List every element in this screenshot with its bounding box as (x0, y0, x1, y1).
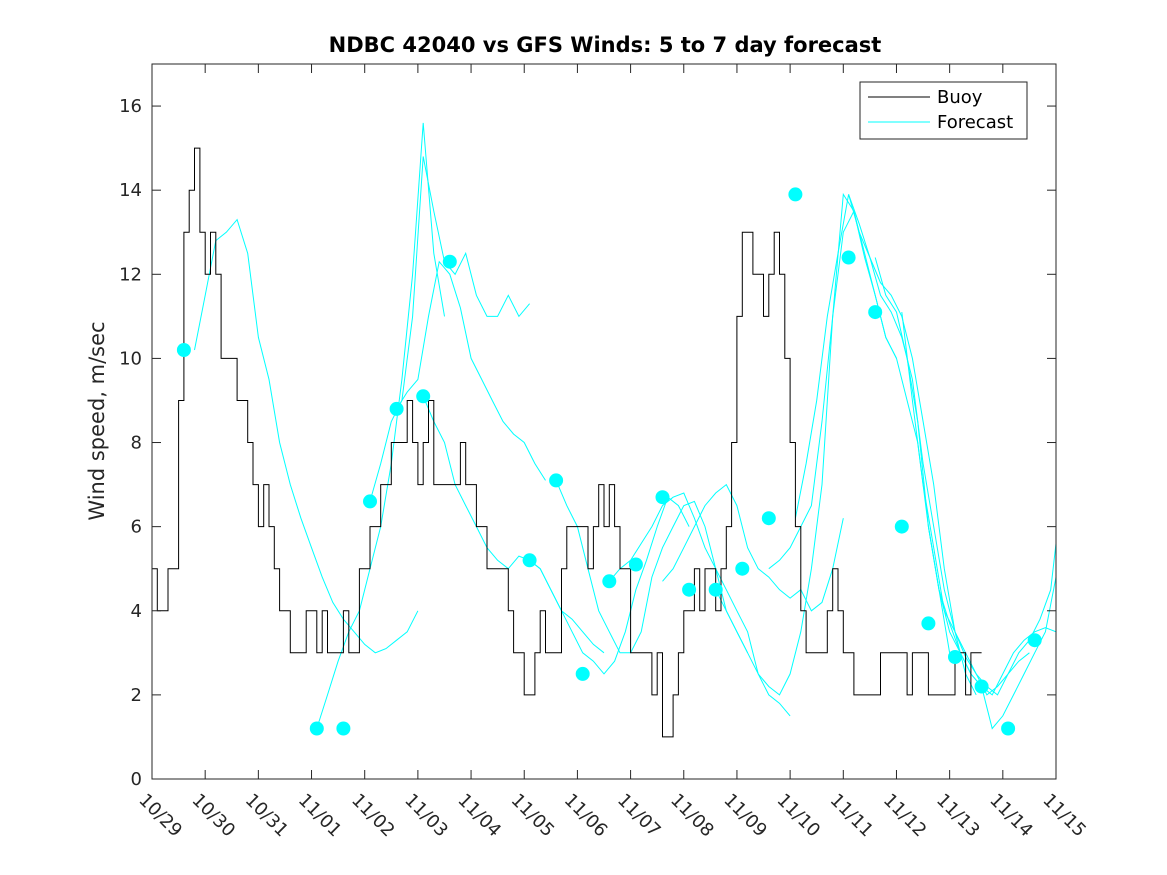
legend: Buoy Forecast (859, 81, 1028, 140)
buoy-line (152, 147, 982, 738)
chart-title: NDBC 42040 vs GFS Winds: 5 to 7 day fore… (329, 33, 882, 57)
forecast-marker (176, 343, 191, 357)
forecast-line-16 (927, 526, 1056, 730)
forecast-marker (363, 494, 377, 509)
forecast-marker (389, 401, 404, 416)
y-tick-label: 10 (119, 348, 142, 369)
forecast-line-13 (848, 194, 1030, 696)
y-axis-label: Wind speed, m/sec (85, 321, 109, 520)
forecast-line-9 (662, 483, 844, 612)
forecast-marker (948, 650, 962, 664)
forecast-line-5 (422, 396, 605, 654)
forecast-marker (921, 616, 936, 631)
forecast-marker (442, 254, 457, 269)
forecast-marker (682, 582, 697, 597)
legend-buoy-label: Buoy (937, 87, 983, 108)
forecast-marker (655, 490, 670, 505)
y-tick-label: 8 (131, 433, 142, 454)
forecast-marker (309, 721, 324, 736)
forecast-marker (974, 679, 989, 694)
y-tick-label: 0 (131, 769, 142, 790)
forecast-marker (894, 519, 909, 534)
y-axis: 0 2 4 6 8 10 12 14 16 (119, 96, 1056, 790)
forecast-line-10 (715, 209, 897, 696)
forecast-line-12 (794, 194, 977, 696)
y-tick-label: 6 (131, 517, 142, 538)
y-tick-label: 4 (131, 601, 142, 622)
forecast-marker (549, 473, 564, 488)
forecast-marker (602, 574, 617, 589)
y-tick-label: 16 (119, 96, 142, 117)
forecast-line-4 (396, 260, 546, 481)
buoy-line-group (152, 147, 982, 738)
forecast-marker (336, 721, 351, 736)
forecast-marker (628, 557, 643, 572)
plot-frame (151, 63, 1057, 780)
legend-box (859, 81, 1028, 140)
plot-area (152, 64, 1056, 779)
forecast-line-8 (608, 492, 791, 717)
forecast-marker (735, 561, 750, 576)
forecast-line-6 (529, 496, 690, 675)
y-tick-label: 12 (119, 264, 142, 285)
y-tick-label: 2 (131, 685, 142, 706)
forecast-marker (708, 582, 723, 597)
forecast-marker (761, 511, 776, 526)
y-tick-label: 14 (119, 180, 142, 201)
forecast-markers (176, 187, 1042, 736)
forecast-marker (788, 187, 803, 202)
forecast-marker (1001, 721, 1016, 736)
forecast-marker (868, 305, 883, 320)
forecast-marker (575, 666, 590, 681)
forecast-marker (416, 389, 431, 404)
forecast-marker (1027, 633, 1042, 648)
forecast-marker (522, 553, 537, 568)
legend-forecast-label: Forecast (937, 112, 1013, 133)
forecast-line-1 (194, 218, 419, 654)
forecast-marker (841, 250, 856, 265)
